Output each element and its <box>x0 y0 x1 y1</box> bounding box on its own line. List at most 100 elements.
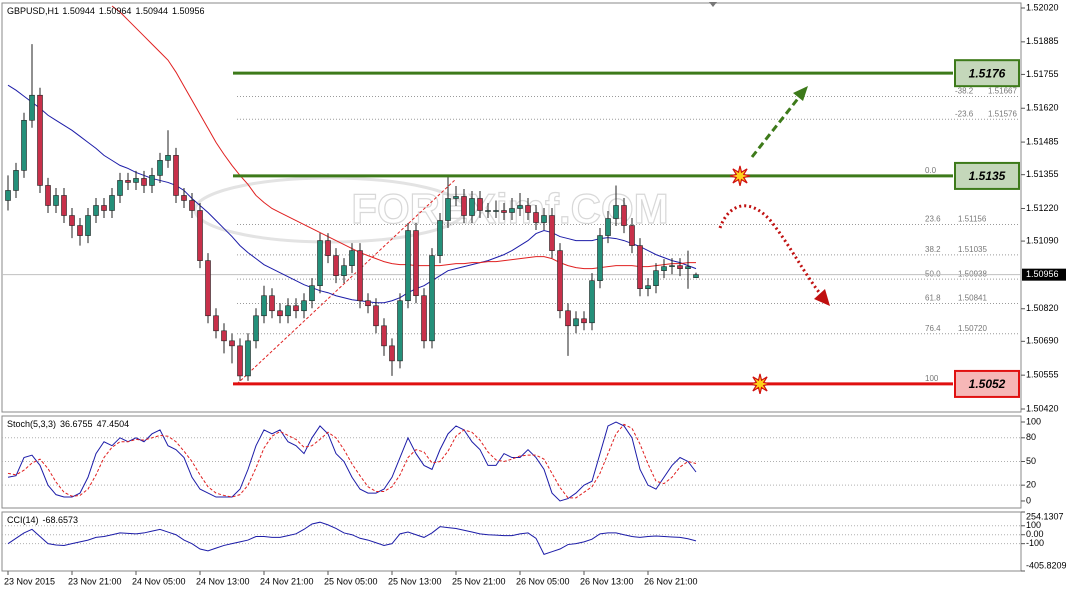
indicator-line <box>7 84 697 304</box>
candle-body <box>301 300 307 312</box>
candle-body <box>549 215 555 251</box>
candle-body <box>677 265 683 269</box>
y-tick-label: 1.50820 <box>1026 303 1059 313</box>
candle-body <box>693 274 699 278</box>
fib-price: 1.50720 <box>958 324 987 333</box>
candle-body <box>325 240 331 256</box>
burst-marker <box>749 373 771 395</box>
ohlc-value: 1.50944 <box>135 6 168 16</box>
candle-body <box>557 250 563 312</box>
candle-body <box>469 198 475 216</box>
level-box-bg <box>955 60 1019 87</box>
candle-body <box>365 300 371 307</box>
candle-body <box>29 94 35 121</box>
x-tick-label: 24 Nov 21:00 <box>260 576 314 586</box>
candle-body <box>109 195 115 211</box>
x-tick-label: 24 Nov 13:00 <box>196 576 250 586</box>
current-price-label: 1.50956 <box>1026 269 1059 279</box>
x-tick-label: 26 Nov 05:00 <box>516 576 570 586</box>
candle-body <box>373 305 379 327</box>
candle-body <box>61 195 67 216</box>
candle-body <box>189 200 195 211</box>
candle-body <box>77 225 83 236</box>
fib-price: 1.50938 <box>958 269 987 278</box>
arrow-down-head <box>814 289 830 306</box>
candle-body <box>117 180 123 196</box>
fib-level: 38.2 <box>925 245 941 254</box>
y-tick-label: 1.51485 <box>1026 136 1059 146</box>
arrow-up <box>750 95 802 158</box>
candle-body <box>181 195 187 201</box>
y-tick-label: 0.00 <box>1026 529 1044 539</box>
candle-body <box>53 195 59 206</box>
candle-body <box>413 230 419 297</box>
indicator-header: CCI(14) -68.6573 <box>7 515 78 525</box>
arrow-up-head <box>793 86 808 101</box>
candle-body <box>69 215 75 226</box>
candle-body <box>261 295 267 317</box>
indicator-line <box>7 521 697 556</box>
candle-body <box>485 210 491 212</box>
y-tick-label: 1.51220 <box>1026 203 1059 213</box>
indicator-line <box>7 421 697 502</box>
chart-header: GBPUSD,H1 1.50944 1.50964 1.50944 1.50956 <box>7 6 205 16</box>
fib-price: 1.51156 <box>958 215 987 224</box>
candle-body <box>533 212 539 223</box>
candle-body <box>21 119 27 171</box>
candle-body <box>197 210 203 261</box>
candle-body <box>477 198 483 211</box>
burst-marker <box>729 165 751 187</box>
candle-body <box>93 205 99 216</box>
candle-body <box>589 280 595 324</box>
candle-body <box>133 178 139 183</box>
y-tick-label: 1.51620 <box>1026 103 1059 113</box>
candle-body <box>437 220 443 256</box>
candle-body <box>277 310 283 317</box>
candle-body <box>157 160 163 176</box>
candle-body <box>333 255 339 276</box>
fib-level: -38.2 <box>955 87 974 96</box>
candle-body <box>509 208 515 213</box>
candle-body <box>565 310 571 327</box>
y-tick-label: 1.51355 <box>1026 169 1059 179</box>
x-tick-label: 26 Nov 21:00 <box>644 576 698 586</box>
candle-body <box>573 318 579 327</box>
candle-body <box>501 210 507 213</box>
fib-level: 23.6 <box>925 215 941 224</box>
candle-body <box>293 305 299 312</box>
x-tick-label: 23 Nov 21:00 <box>68 576 122 586</box>
level-box <box>954 369 1020 398</box>
fib-level: -23.6 <box>955 109 974 118</box>
y-tick-label: 1.50690 <box>1026 336 1059 346</box>
candle-body <box>541 215 547 223</box>
candle-body <box>405 230 411 302</box>
candle-body <box>445 198 451 221</box>
candle-body <box>141 178 147 186</box>
candle-body <box>381 325 387 347</box>
candle-body <box>45 185 51 206</box>
candle-body <box>397 300 403 362</box>
level-label: 1.5052 <box>969 377 1006 391</box>
y-tick-label: 100 <box>1026 520 1041 530</box>
symbol: GBPUSD,H1 <box>7 6 59 16</box>
y-tick-label: 1.52020 <box>1026 2 1059 12</box>
candle-body <box>357 250 363 302</box>
fib-level: 61.8 <box>925 294 941 303</box>
x-tick-label: 23 Nov 2015 <box>4 576 55 586</box>
candle-body <box>461 196 467 216</box>
candle-body <box>613 205 619 219</box>
candle-body <box>165 155 171 161</box>
candle-body <box>493 210 499 212</box>
candle-body <box>13 170 19 191</box>
candle-body <box>5 190 11 201</box>
candle-body <box>653 270 659 286</box>
candle-body <box>421 295 427 342</box>
indicator-value: 47.4504 <box>97 419 130 429</box>
y-tick-label: 50 <box>1026 456 1036 466</box>
candle-body <box>629 225 635 246</box>
level-box-bg <box>955 162 1019 189</box>
y-tick-label: 80 <box>1026 432 1036 442</box>
candle-body <box>125 180 131 183</box>
candle-body <box>317 240 323 286</box>
